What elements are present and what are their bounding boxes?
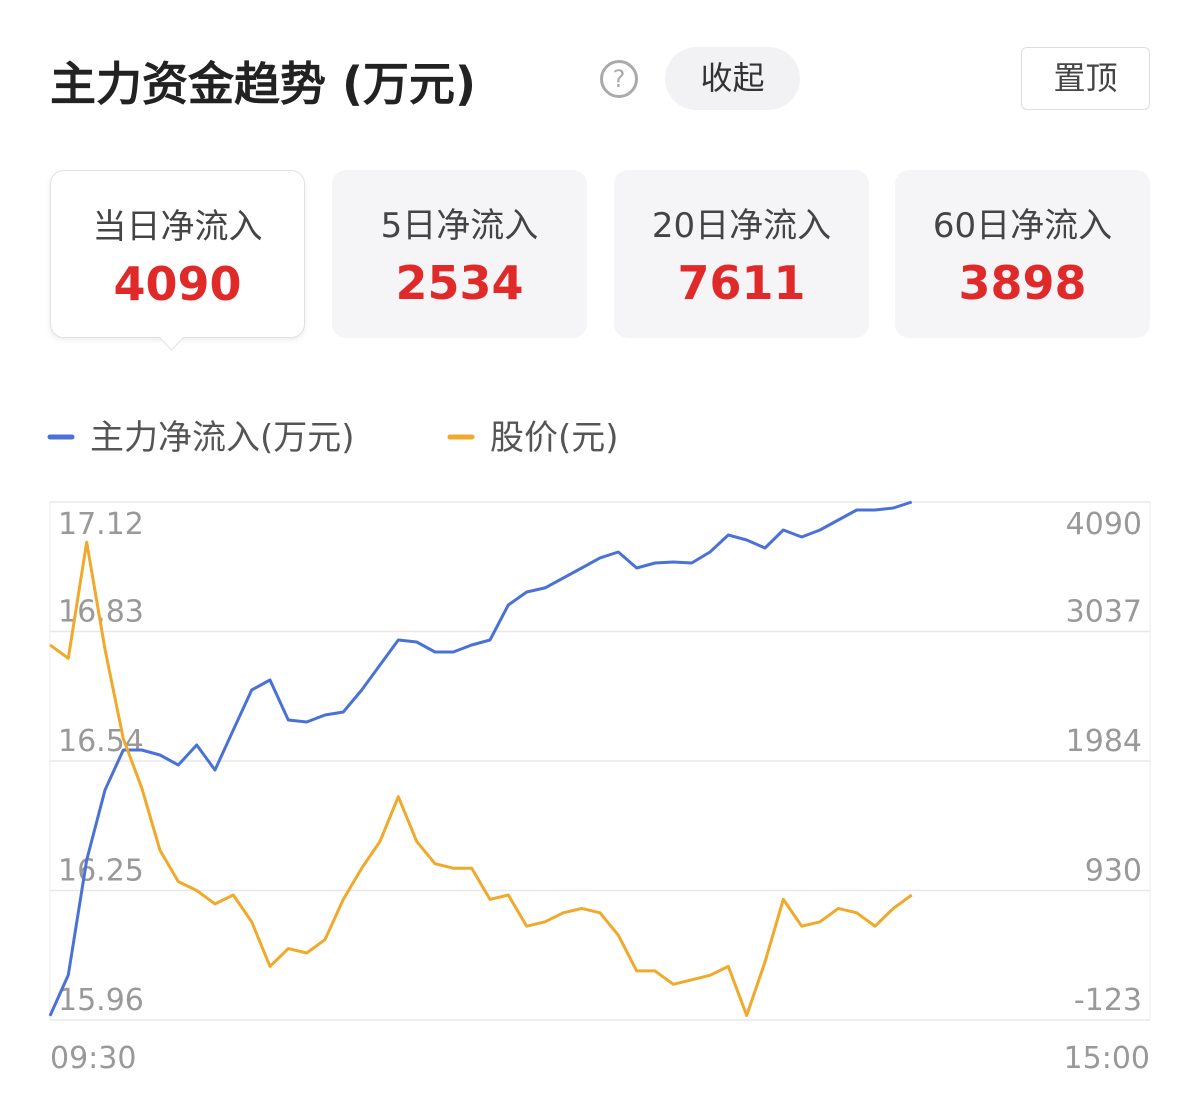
y-tick-label: 16.25 [58,854,144,889]
collapse-button[interactable]: 收起 [665,47,800,110]
x-tick-label: 15:00 [1064,1041,1150,1076]
tab-value: 4090 [113,257,242,311]
y2-tick-label: -123 [1074,983,1142,1018]
y2-tick-label: 4090 [1066,507,1142,542]
tab-label: 60日净流入 [932,206,1113,246]
title: 主力资金趋势 (万元) [50,57,477,111]
y2-tick-label: 1984 [1066,724,1142,759]
tab-label: 20日净流入 [651,206,832,246]
y2-tick-label: 930 [1085,854,1142,889]
tab-value: 3898 [958,256,1087,310]
series-line [49,540,913,1017]
legend-label: 股价(元) [490,418,619,458]
tab[interactable]: 5日净流入 2534 [332,170,587,338]
x-tick-label: 09:30 [50,1041,136,1076]
tab[interactable]: 20日净流入 7611 [614,170,869,338]
tab[interactable]: 当日净流入 4090 [50,170,305,338]
tab-label: 5日净流入 [380,206,539,246]
legend-label: 主力净流入(万元) [90,418,355,458]
y2-tick-label: 3037 [1066,594,1142,629]
y-tick-label: 16.54 [58,724,144,759]
tab-value: 2534 [395,256,524,310]
y-tick-label: 15.96 [58,983,144,1018]
series-line [48,500,913,1017]
pin-button[interactable]: 置顶 [1021,47,1150,110]
help-icon[interactable]: ? [600,60,638,98]
tab[interactable]: 60日净流入 3898 [895,170,1150,338]
tab-value: 7611 [677,256,806,310]
y-tick-label: 17.12 [58,507,144,542]
tab-label: 当日净流入 [92,207,263,247]
